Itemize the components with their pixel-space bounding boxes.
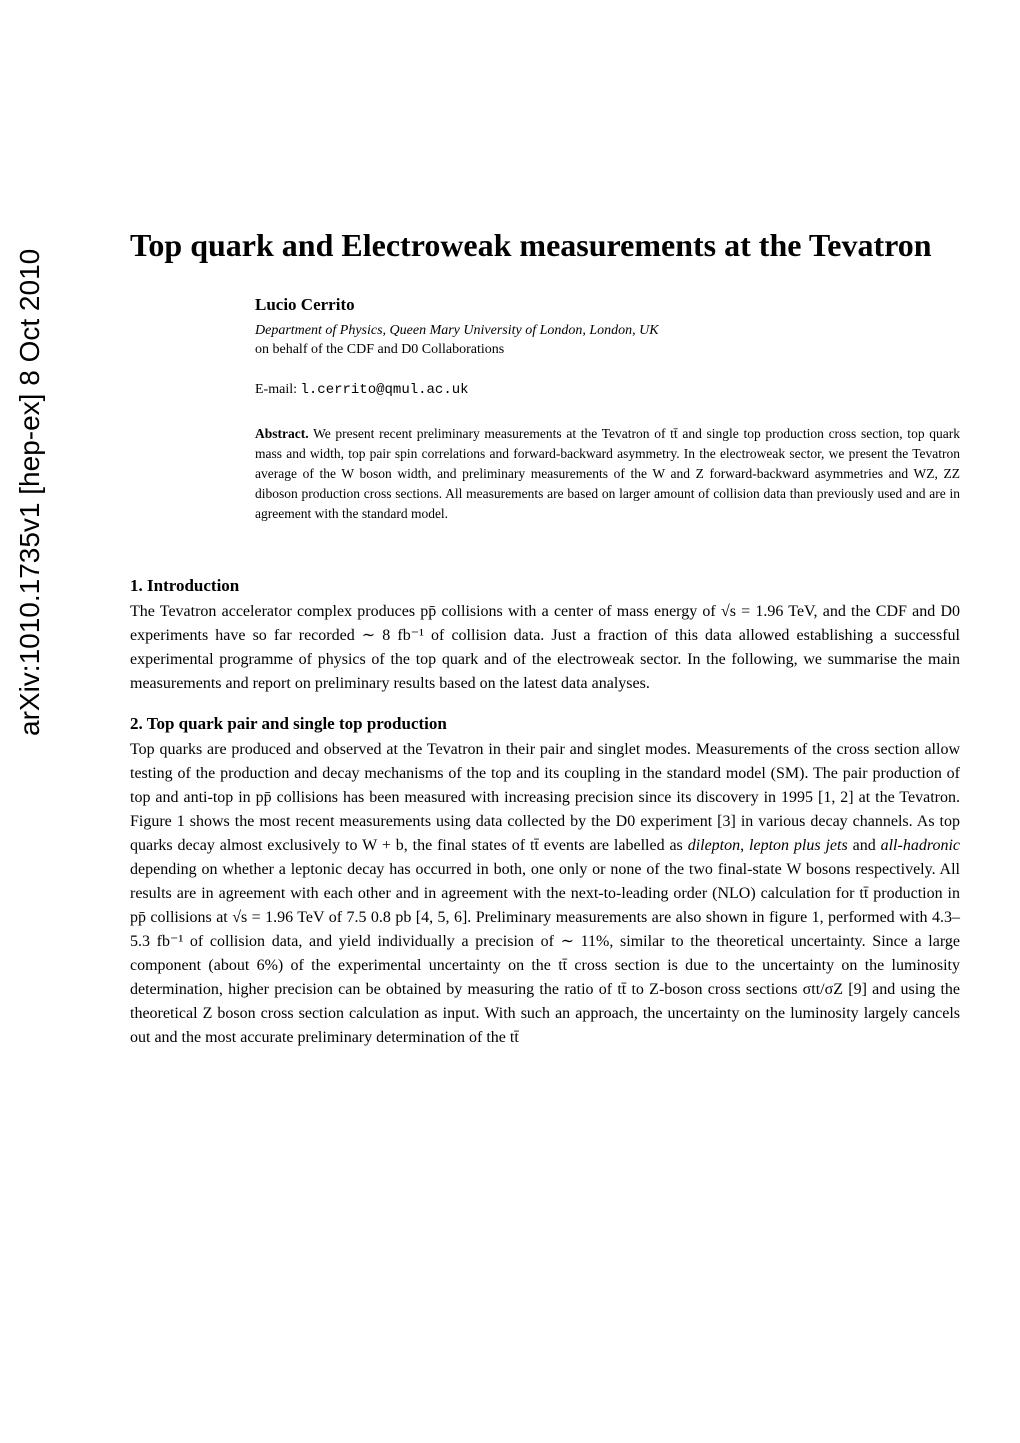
abstract-text: We present recent preliminary measuremen… <box>255 426 960 521</box>
arxiv-identifier: arXiv:1010.1735v1 [hep-ex] 8 Oct 2010 <box>14 249 46 736</box>
abstract-block: Abstract. We present recent preliminary … <box>255 424 960 524</box>
paper-content: Top quark and Electroweak measurements a… <box>130 225 960 1068</box>
sep1: , <box>740 837 749 854</box>
author-affiliation: Department of Physics, Queen Mary Univer… <box>255 321 960 341</box>
intro-text: The Tevatron accelerator complex produce… <box>130 600 960 696</box>
abstract-label: Abstract. <box>255 426 309 441</box>
email-address: l.cerrito@qmul.ac.uk <box>301 382 469 398</box>
author-name: Lucio Cerrito <box>255 295 960 315</box>
author-block: Lucio Cerrito Department of Physics, Que… <box>255 295 960 360</box>
paper-title: Top quark and Electroweak measurements a… <box>130 225 960 267</box>
topquark-text: Top quarks are produced and observed at … <box>130 738 960 1050</box>
author-behalf: on behalf of the CDF and D0 Collaboratio… <box>255 340 960 360</box>
email-block: E-mail: l.cerrito@qmul.ac.uk <box>255 382 960 398</box>
italic-all-hadronic: all-hadronic <box>881 837 960 854</box>
topquark-text-part2: depending on whether a leptonic decay ha… <box>130 861 960 1046</box>
section-heading-topquark: 2. Top quark pair and single top product… <box>130 714 960 734</box>
sep2: and <box>848 837 881 854</box>
section-heading-intro: 1. Introduction <box>130 576 960 596</box>
italic-dilepton: dilepton <box>688 837 740 854</box>
email-label: E-mail: <box>255 382 301 397</box>
italic-lepton-plus-jets: lepton plus jets <box>749 837 848 854</box>
